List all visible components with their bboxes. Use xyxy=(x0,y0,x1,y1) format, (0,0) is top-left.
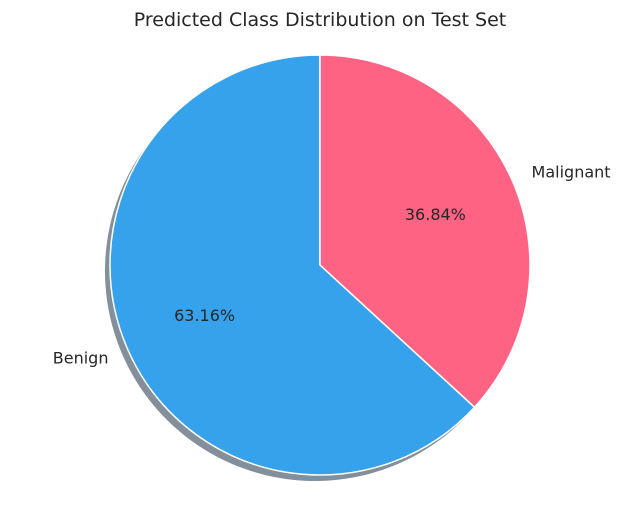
slice-label-benign: Benign xyxy=(53,348,109,367)
pie-slices xyxy=(109,54,531,476)
pie-slice-benign xyxy=(109,54,476,476)
slice-percent-malignant: 36.84% xyxy=(405,205,466,224)
chart-title: Predicted Class Distribution on Test Set xyxy=(134,9,507,31)
pie-slice-malignant xyxy=(319,54,531,408)
slice-percent-benign: 63.16% xyxy=(174,306,235,325)
pie-labels: Benign 63.16% Malignant 36.84% xyxy=(53,163,611,368)
slice-label-malignant: Malignant xyxy=(532,163,611,182)
